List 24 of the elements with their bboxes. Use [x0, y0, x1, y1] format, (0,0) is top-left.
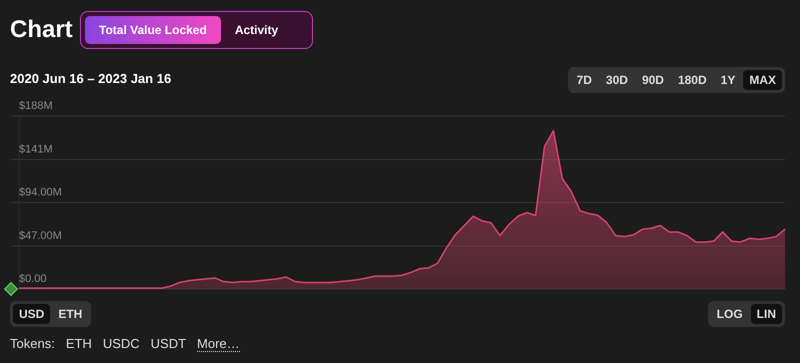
- text: 30D: [604, 72, 629, 89]
- y-tick-label: $141M: [19, 143, 53, 156]
- y-tick-label: $188M: [19, 100, 53, 112]
- y-tick-label: $47.00M: [19, 230, 62, 242]
- text: More…: [197, 336, 240, 352]
- y-tick-label: $94.00M: [19, 186, 62, 199]
- text: 90D: [640, 72, 665, 89]
- text: USDC: [102, 336, 140, 352]
- text: Tokens:: [10, 336, 55, 352]
- text: Activity: [234, 22, 280, 39]
- text: USD: [13, 304, 50, 324]
- text: 180D: [676, 72, 708, 89]
- text: 1Y: [720, 72, 736, 89]
- text: USDT: [150, 336, 186, 352]
- text: 7D: [576, 72, 593, 89]
- text: LIN: [750, 304, 782, 324]
- text: MAX: [743, 70, 782, 90]
- chart-title: Chart: [10, 16, 73, 44]
- text: Total Value Locked: [85, 16, 221, 44]
- y-tick-label: $0.00: [19, 273, 47, 286]
- text: LOG: [716, 306, 744, 323]
- text: ETH: [66, 336, 92, 352]
- text: ETH: [57, 306, 84, 323]
- chart-subtitle: 2020 Jun 16 – 2023 Jan 16: [10, 71, 172, 86]
